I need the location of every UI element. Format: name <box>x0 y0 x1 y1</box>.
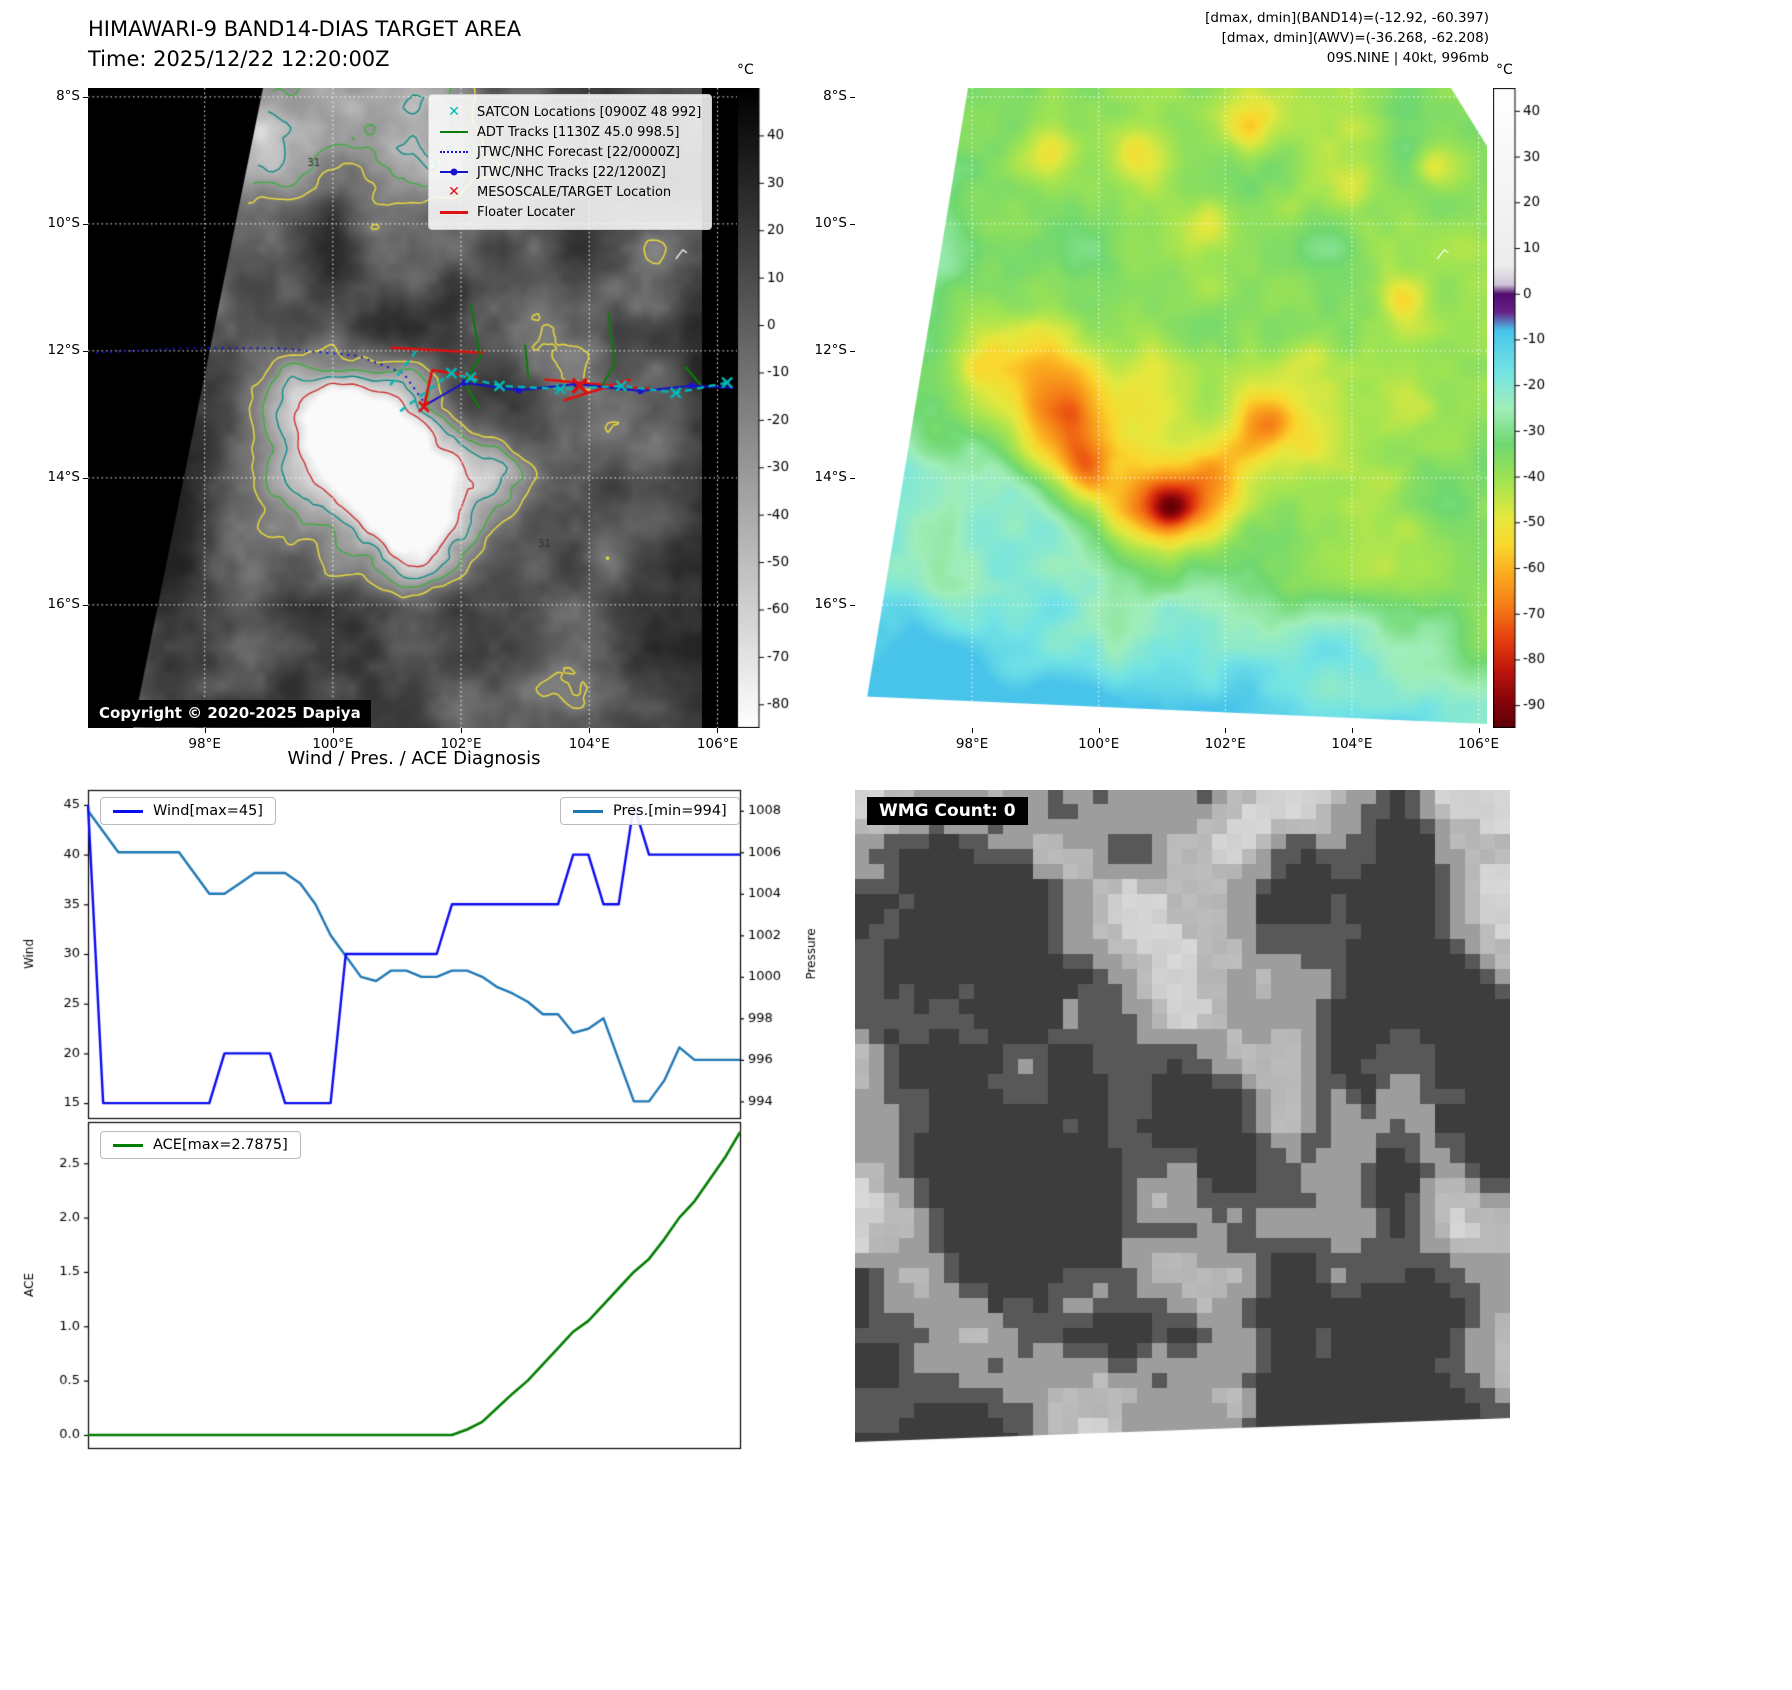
y-tick-label: 12°S <box>814 341 848 358</box>
y-tick-label: 10°S <box>47 214 81 231</box>
wmg-count-label: WMG Count: 0 <box>867 797 1028 825</box>
wind-line-sample <box>113 809 143 813</box>
pressure-legend: Pres.[min=994] <box>560 797 740 825</box>
y-tick-label: 14°S <box>814 468 848 485</box>
y-tick-label: 16°S <box>814 595 848 612</box>
legend-item-label: Floater Locater <box>477 204 576 220</box>
target-marker-icon: ✕ <box>448 184 460 200</box>
x-tick-mark <box>589 728 591 733</box>
x-tick-label: 98°E <box>188 736 221 752</box>
legend-item: Floater Locater <box>439 202 701 222</box>
satcon-marker-icon: ✕ <box>448 104 460 120</box>
ace-legend: ACE[max=2.7875] <box>100 1131 301 1159</box>
y-tick-mark <box>850 96 855 98</box>
x-tick-mark <box>972 728 974 733</box>
legend-item: ✕ SATCON Locations [0900Z 48 992] <box>439 102 701 122</box>
ace-legend-label: ACE[max=2.7875] <box>153 1137 288 1153</box>
wmg-count-map <box>855 790 1510 1448</box>
legend-item: ADT Tracks [1130Z 45.0 998.5] <box>439 122 701 142</box>
y-tick-label: 10°S <box>814 214 848 231</box>
storm-id-intensity-label: 09S.NINE | 40kt, 996mb <box>1326 50 1489 66</box>
legend-item-label: JTWC/NHC Tracks [22/1200Z] <box>477 164 666 180</box>
y-tick-label: 8°S <box>56 87 80 104</box>
awv-colorbar-unit: °C <box>1496 62 1513 78</box>
x-tick-mark <box>1225 728 1227 733</box>
floater-line-icon <box>439 204 469 220</box>
x-tick-mark <box>461 728 463 733</box>
awv-satellite-map <box>855 88 1487 728</box>
copyright-label: Copyright © 2020-2025 Dapiya <box>89 700 371 727</box>
x-tick-label: 106°E <box>1457 736 1500 752</box>
band14-title: HIMAWARI-9 BAND14-DIAS TARGET AREA <box>88 17 522 41</box>
y-tick-mark <box>850 350 855 352</box>
awv-colorbar <box>1493 88 1555 728</box>
band14-time: Time: 2025/12/22 12:20:00Z <box>88 47 390 71</box>
band14-colorbar-unit: °C <box>737 62 754 78</box>
wind-pressure-ace-charts <box>0 778 830 1460</box>
x-tick-label: 102°E <box>440 736 482 752</box>
x-tick-label: 106°E <box>696 736 738 752</box>
x-tick-mark <box>717 728 719 733</box>
y-tick-label: 16°S <box>47 595 81 612</box>
y-tick-mark <box>83 223 88 225</box>
x-tick-label: 104°E <box>1331 736 1373 752</box>
forecast-line-icon <box>439 144 469 160</box>
x-tick-mark <box>204 728 206 733</box>
band14-colorbar <box>737 88 799 728</box>
legend-item: JTWC/NHC Forecast [22/0000Z] <box>439 142 701 162</box>
y-tick-label: 8°S <box>823 87 847 104</box>
x-tick-label: 104°E <box>568 736 610 752</box>
ace-line-sample <box>113 1143 143 1147</box>
legend-item-label: ADT Tracks [1130Z 45.0 998.5] <box>477 124 680 140</box>
x-tick-label: 100°E <box>1078 736 1120 752</box>
y-tick-mark <box>850 477 855 479</box>
adt-line-icon <box>439 124 469 140</box>
wind-legend-label: Wind[max=45] <box>153 803 263 819</box>
awv-header: [dmax, dmin](BAND14)=(-12.92, -60.397) [… <box>900 8 1489 68</box>
x-tick-mark <box>1351 728 1353 733</box>
pressure-line-sample <box>573 809 603 813</box>
legend-item-label: MESOSCALE/TARGET Location <box>477 184 672 200</box>
y-tick-mark <box>83 350 88 352</box>
x-tick-label: 102°E <box>1204 736 1246 752</box>
wind-legend: Wind[max=45] <box>100 797 276 825</box>
y-tick-mark <box>850 223 855 225</box>
x-tick-mark <box>332 728 334 733</box>
y-tick-mark <box>83 604 88 606</box>
dmax-dmin-awv-label: [dmax, dmin](AWV)=(-36.268, -62.208) <box>1221 30 1489 46</box>
y-tick-mark <box>850 604 855 606</box>
legend-item: JTWC/NHC Tracks [22/1200Z] <box>439 162 701 182</box>
y-tick-label: 12°S <box>47 341 81 358</box>
band14-legend: ✕ SATCON Locations [0900Z 48 992] ADT Trac… <box>428 94 713 230</box>
x-tick-mark <box>1478 728 1480 733</box>
legend-item-label: JTWC/NHC Forecast [22/0000Z] <box>477 144 680 160</box>
jtwc-line-icon <box>439 164 469 180</box>
x-tick-mark <box>1098 728 1100 733</box>
y-tick-mark <box>83 96 88 98</box>
y-tick-label: 14°S <box>47 468 81 485</box>
x-tick-label: 100°E <box>312 736 354 752</box>
pressure-legend-label: Pres.[min=994] <box>613 803 727 819</box>
y-tick-mark <box>83 477 88 479</box>
legend-item: ✕ MESOSCALE/TARGET Location <box>439 182 701 202</box>
band14-header: HIMAWARI-9 BAND14-DIAS TARGET AREA Time:… <box>88 14 521 74</box>
dmax-dmin-band14-label: [dmax, dmin](BAND14)=(-12.92, -60.397) <box>1205 10 1489 26</box>
diagnosis-title: Wind / Pres. / ACE Diagnosis <box>287 748 541 769</box>
legend-item-label: SATCON Locations [0900Z 48 992] <box>477 104 702 120</box>
x-tick-label: 98°E <box>955 736 989 752</box>
